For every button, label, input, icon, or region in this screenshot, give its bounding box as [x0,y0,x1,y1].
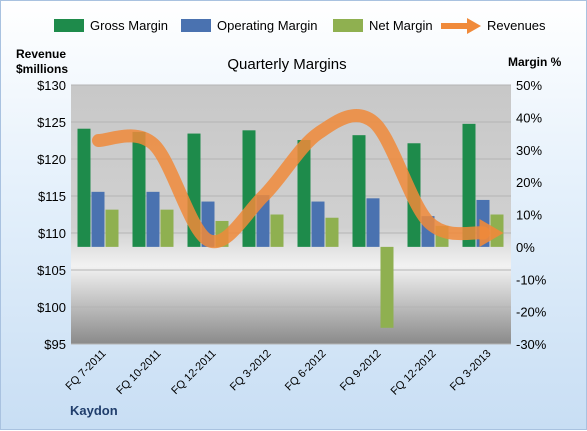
bar-gross-margin [242,130,256,247]
category-label: FQ 3-2013 [448,348,494,394]
left-axis-title-line1: Revenue [16,47,66,61]
left-tick-label: $130 [37,78,66,93]
bar-net-margin [160,209,174,247]
right-tick-label: 50% [516,78,542,93]
bar-gross-margin [352,135,366,247]
left-tick-label: $125 [37,115,66,130]
bar-gross-margin [297,140,311,247]
bar-gross-margin [77,128,91,247]
bar-operating-margin [91,191,105,247]
bar-operating-margin [311,201,325,247]
left-tick-label: $105 [37,263,66,278]
category-label: FQ 12-2012 [389,348,439,398]
legend-label-net-margin: Net Margin [369,18,433,33]
bar-net-margin [325,217,339,247]
legend-swatch-net-margin [333,19,363,32]
category-labels: FQ 7-2011 FQ 10-2011 FQ 12-2011 FQ 3-2012 FQ… [64,348,494,398]
right-tick-label: -10% [516,272,547,287]
bar-operating-margin [146,191,160,247]
category-label: FQ 10-2011 [114,348,163,397]
legend-swatch-revenues [441,18,481,34]
left-axis-ticks: $95 $100 $105 $110 $115 $120 $125 $130 [37,78,66,352]
right-tick-label: 30% [516,143,542,158]
category-label: FQ 7-2011 [64,348,109,393]
bar-net-margin [270,214,284,247]
right-axis-ticks: -30% -20% -10% 0% 10% 20% 30% 40% 50% [516,78,547,352]
bars [77,123,504,328]
right-tick-label: 40% [516,110,542,125]
legend: Gross Margin Operating Margin Net Margin… [54,18,546,34]
bar-operating-margin [366,198,380,247]
right-tick-label: 20% [516,175,542,190]
right-axis-title: Margin % [508,55,562,69]
category-label: FQ 9-2012 [338,348,384,394]
right-tick-label: -30% [516,337,547,352]
category-label: FQ 3-2012 [228,348,274,394]
revenue-line [92,109,504,249]
chart-title: Quarterly Margins [227,56,346,73]
category-label: FQ 6-2012 [283,348,329,394]
category-label: FQ 12-2011 [169,348,218,397]
bar-gross-margin [462,123,476,247]
revenue-line-arrowhead [479,219,504,247]
legend-swatch-operating-margin [181,19,211,32]
revenue-line-path [92,109,490,249]
right-tick-label: 0% [516,240,535,255]
left-tick-label: $120 [37,152,66,167]
right-tick-label: 10% [516,208,542,223]
left-tick-label: $110 [38,226,66,241]
left-tick-label: $100 [37,300,66,315]
company-name: Kaydon [70,403,118,418]
bar-net-margin [380,246,394,328]
gridlines [71,84,511,345]
left-axis-title-line2: $millions [16,62,68,76]
right-tick-label: -20% [516,305,547,320]
left-tick-label: $95 [44,337,66,352]
left-tick-label: $115 [38,189,66,204]
legend-label-revenues: Revenues [487,18,546,33]
legend-label-gross-margin: Gross Margin [90,18,168,33]
legend-swatch-gross-margin [54,19,84,32]
bar-gross-margin [132,131,146,247]
bar-net-margin [105,209,119,247]
legend-label-operating-margin: Operating Margin [217,18,317,33]
